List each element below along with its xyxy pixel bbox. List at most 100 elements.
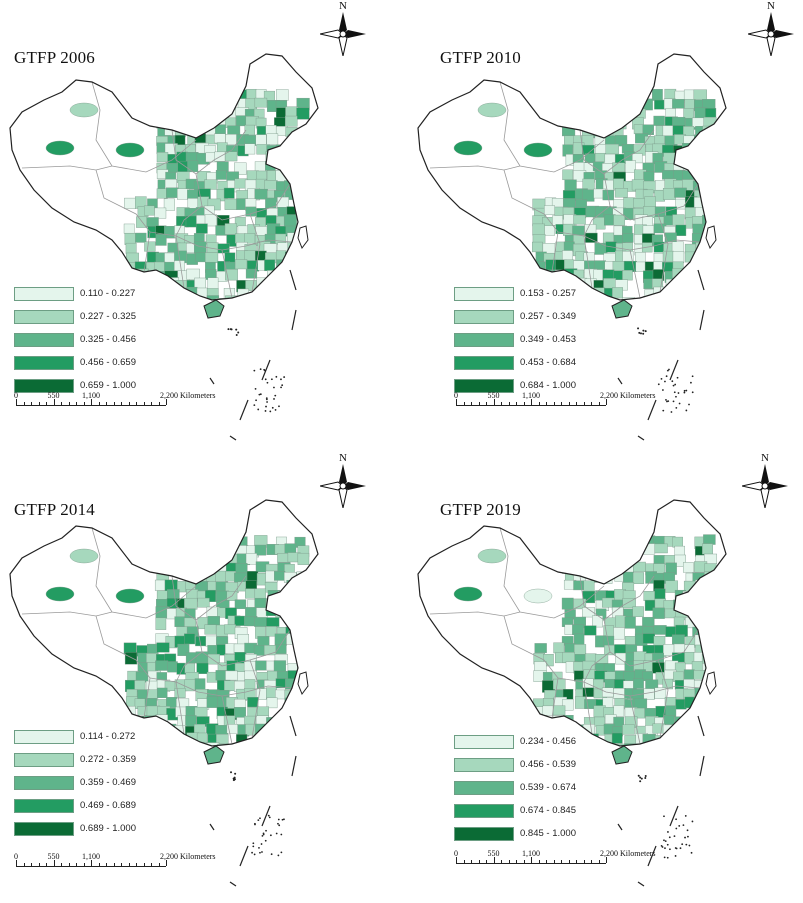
city-region (573, 580, 585, 591)
city-region (225, 269, 238, 281)
city-region (287, 171, 301, 182)
city-region (662, 188, 676, 200)
city-region (665, 741, 677, 746)
city-region (573, 234, 585, 245)
city-region (612, 287, 623, 299)
legend-item: 0.453 - 0.684 (454, 356, 624, 370)
city-region (702, 252, 715, 265)
legend-item: 0.234 - 0.456 (454, 735, 624, 749)
city-region (174, 688, 186, 698)
city-region (703, 732, 715, 745)
legend-label: 0.659 - 1.000 (80, 380, 136, 391)
scale-tick (463, 860, 465, 863)
city-region (185, 741, 198, 746)
city-region (297, 588, 309, 599)
city-region (571, 117, 584, 128)
city-region (206, 742, 220, 746)
city-region (605, 143, 619, 155)
legend-label: 0.227 - 0.325 (80, 311, 136, 322)
city-region (286, 607, 299, 618)
city-region (662, 724, 676, 737)
city-region (257, 636, 270, 647)
city-region (284, 115, 298, 127)
province-border (249, 659, 261, 739)
city-region (296, 197, 307, 208)
city-region (186, 124, 199, 135)
scale-tick (151, 402, 152, 405)
city-region (197, 597, 210, 608)
city-region (672, 99, 685, 109)
city-region (582, 555, 594, 566)
city-region (552, 678, 566, 690)
scale-tick (166, 860, 167, 866)
city-region (692, 733, 705, 745)
scale-tick (583, 402, 585, 405)
province-border (221, 695, 233, 745)
city-region (623, 197, 635, 210)
legend-swatch (454, 827, 514, 841)
city-region (705, 598, 717, 609)
city-region (215, 170, 227, 180)
city-region (173, 260, 185, 271)
city-region (631, 179, 645, 191)
legend: 0.110 - 0.227 0.227 - 0.325 0.325 - 0.456 0… (14, 287, 184, 402)
city-region (115, 142, 145, 158)
city-region (622, 233, 634, 243)
scale-tick (31, 863, 32, 866)
china-map (417, 499, 727, 887)
scale-line (16, 866, 166, 867)
province-border (429, 165, 521, 171)
city-region (654, 588, 666, 600)
city-region (693, 697, 707, 709)
legend-label: 0.539 - 0.674 (520, 782, 576, 793)
scale-tick (158, 863, 160, 866)
province-border (629, 695, 641, 745)
legend-label: 0.272 - 0.359 (80, 754, 136, 765)
city-region (613, 214, 626, 226)
city-region (123, 642, 137, 654)
province-border (583, 681, 593, 735)
city-region (214, 553, 227, 566)
legend-item: 0.325 - 0.456 (14, 333, 184, 347)
legend-swatch (14, 799, 74, 813)
city-region (274, 725, 287, 737)
scale-tick (83, 402, 85, 405)
scale-label: 2,200 Kilometers (600, 849, 656, 858)
city-region (196, 108, 208, 120)
city-region (532, 716, 545, 729)
city-region (695, 153, 708, 165)
city-region (295, 635, 309, 646)
province-border (175, 205, 203, 237)
taiwan-island (705, 225, 717, 250)
city-region (234, 599, 247, 610)
city-region (561, 554, 576, 564)
city-region (234, 707, 246, 719)
city-region (296, 153, 310, 164)
city-region (604, 153, 616, 164)
city-region (704, 278, 718, 290)
legend-swatch (454, 333, 514, 347)
city-region (613, 554, 627, 566)
scale-tick (121, 402, 122, 405)
city-region (534, 643, 547, 654)
scale-tick (136, 402, 137, 405)
city-region (297, 251, 311, 262)
city-region (266, 743, 278, 746)
city-region (124, 652, 138, 665)
city-region (653, 742, 665, 746)
city-region (205, 589, 216, 602)
province-border (603, 173, 699, 221)
scale-label: 550 (47, 391, 60, 400)
legend-swatch (14, 753, 74, 767)
city-region (205, 635, 217, 647)
city-region (662, 125, 675, 137)
city-region (125, 242, 137, 254)
scale-tick (128, 863, 130, 866)
city-region (266, 133, 279, 145)
city-region (187, 160, 199, 173)
city-region (236, 198, 247, 210)
legend-swatch (454, 356, 514, 370)
north-arrow-icon: N (748, 0, 794, 56)
scale-tick (31, 402, 32, 405)
city-region (254, 597, 267, 609)
